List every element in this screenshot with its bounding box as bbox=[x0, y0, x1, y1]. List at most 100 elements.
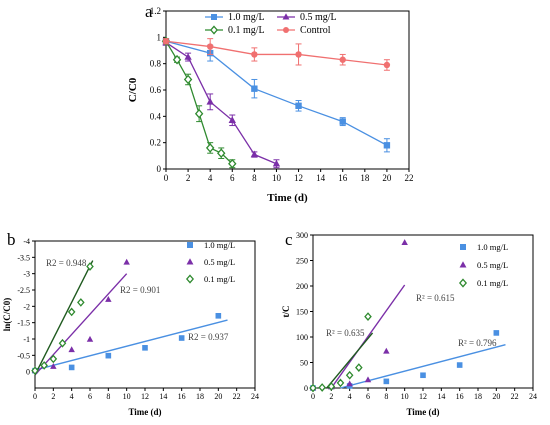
data-point bbox=[194, 108, 204, 119]
y-tick-label: -1 bbox=[23, 335, 30, 344]
data-point bbox=[272, 159, 281, 167]
data-point bbox=[336, 378, 345, 388]
data-point bbox=[58, 338, 67, 348]
legend-marker bbox=[460, 244, 466, 250]
y-tick-label: 150 bbox=[296, 308, 308, 317]
legend-marker bbox=[187, 242, 193, 248]
data-point bbox=[162, 38, 170, 45]
y-axis-title: t/C bbox=[281, 306, 291, 318]
y-tick-label: -3 bbox=[23, 270, 30, 279]
y-tick-label: 100 bbox=[296, 333, 308, 342]
r-squared-label: R2 = 0.901 bbox=[120, 285, 160, 295]
x-tick-label: 24 bbox=[529, 392, 537, 401]
x-axis-title: Time (d) bbox=[267, 192, 308, 204]
x-tick-label: 6 bbox=[230, 173, 235, 183]
x-tick-label: 18 bbox=[196, 392, 204, 401]
data-point bbox=[346, 380, 353, 387]
data-point bbox=[339, 118, 346, 125]
legend-marker bbox=[186, 258, 194, 265]
y-tick-label: 0.2 bbox=[150, 138, 161, 148]
data-point bbox=[178, 335, 185, 341]
y-tick-label: 0 bbox=[304, 384, 308, 393]
x-tick-label: 24 bbox=[251, 392, 259, 401]
y-tick-label: -3.5 bbox=[17, 253, 30, 262]
x-tick-label: 10 bbox=[123, 392, 131, 401]
data-point bbox=[383, 347, 390, 354]
x-tick-label: 22 bbox=[405, 173, 414, 183]
fit-line bbox=[330, 284, 406, 389]
x-tick-label: 22 bbox=[511, 392, 519, 401]
y-tick-label: -1.5 bbox=[17, 319, 30, 328]
x-tick-label: 14 bbox=[437, 392, 445, 401]
series-0-1-mg-l bbox=[31, 260, 94, 376]
data-point bbox=[228, 158, 237, 169]
plot-frame bbox=[165, 10, 410, 170]
y-tick-label: 0.4 bbox=[150, 111, 162, 121]
data-point bbox=[295, 51, 302, 58]
fit-line bbox=[34, 273, 128, 376]
x-tick-label: 8 bbox=[384, 392, 388, 401]
x-tick-label: 16 bbox=[456, 392, 464, 401]
legend-label: 0.1 mg/L bbox=[228, 25, 265, 36]
legend-label: 1.0 mg/L bbox=[477, 242, 508, 252]
series-line bbox=[165, 40, 388, 146]
x-tick-label: 8 bbox=[252, 173, 257, 183]
x-tick-label: 20 bbox=[214, 392, 222, 401]
legend-marker bbox=[458, 278, 468, 288]
x-tick-label: 0 bbox=[33, 392, 37, 401]
x-tick-label: 14 bbox=[159, 392, 167, 401]
data-point bbox=[383, 61, 391, 69]
y-tick-label: 1.2 bbox=[150, 6, 161, 16]
legend-label: 0.5 mg/L bbox=[204, 257, 235, 267]
data-point bbox=[295, 102, 302, 109]
data-point bbox=[49, 354, 58, 364]
data-point bbox=[50, 362, 57, 369]
legend-label: 1.0 mg/L bbox=[228, 12, 265, 23]
data-point bbox=[105, 295, 112, 302]
data-point bbox=[250, 150, 259, 158]
panel-letter: c bbox=[285, 230, 293, 249]
data-point bbox=[206, 43, 214, 50]
legend-label: 0.1 mg/L bbox=[204, 274, 235, 284]
y-axis-title: ln(C/C0) bbox=[2, 298, 12, 332]
data-point bbox=[493, 330, 500, 336]
y-tick-label: 250 bbox=[296, 257, 308, 266]
x-tick-label: 14 bbox=[316, 173, 326, 183]
data-point bbox=[67, 307, 76, 317]
x-tick-label: 2 bbox=[329, 392, 333, 401]
data-point bbox=[86, 262, 94, 271]
y-tick-label: -0.5 bbox=[17, 351, 30, 360]
data-point bbox=[31, 366, 39, 376]
fit-line bbox=[34, 319, 228, 371]
y-tick-label: 0.8 bbox=[150, 59, 162, 69]
r-squared-label: R² = 0.635 bbox=[326, 328, 365, 338]
series-control bbox=[162, 38, 391, 71]
r-squared-label: R2 = 0.937 bbox=[188, 332, 229, 342]
data-point bbox=[318, 383, 326, 392]
data-point bbox=[68, 346, 75, 353]
y-tick-label: -4 bbox=[23, 237, 30, 246]
legend-marker bbox=[283, 27, 289, 33]
y-tick-label: 300 bbox=[296, 231, 308, 240]
data-point bbox=[309, 383, 317, 393]
y-tick-label: -2.5 bbox=[17, 286, 30, 295]
x-axis-title: Time (d) bbox=[128, 407, 161, 417]
x-tick-label: 4 bbox=[208, 173, 213, 183]
x-tick-label: 4 bbox=[348, 392, 352, 401]
panel-b-chart: b0 2 4 6 8 10 12 14 16 18 20 22 240-0.5-1-1.5-2-2.5-… bbox=[2, 230, 259, 417]
data-point bbox=[251, 85, 258, 92]
data-point bbox=[420, 372, 426, 379]
series-0-1-mg-l bbox=[309, 312, 374, 393]
data-point bbox=[77, 298, 85, 307]
series-0-1-mg-l bbox=[161, 36, 237, 169]
x-tick-label: 0 bbox=[311, 392, 315, 401]
data-point bbox=[205, 143, 215, 153]
x-tick-label: 8 bbox=[106, 392, 110, 401]
data-point bbox=[40, 361, 48, 370]
x-tick-label: 16 bbox=[178, 392, 186, 401]
legend-label: 1.0 mg/L bbox=[204, 240, 235, 250]
data-point bbox=[355, 363, 363, 372]
data-point bbox=[251, 51, 258, 58]
x-tick-label: 18 bbox=[360, 173, 370, 183]
y-tick-label: 0.6 bbox=[150, 85, 162, 95]
